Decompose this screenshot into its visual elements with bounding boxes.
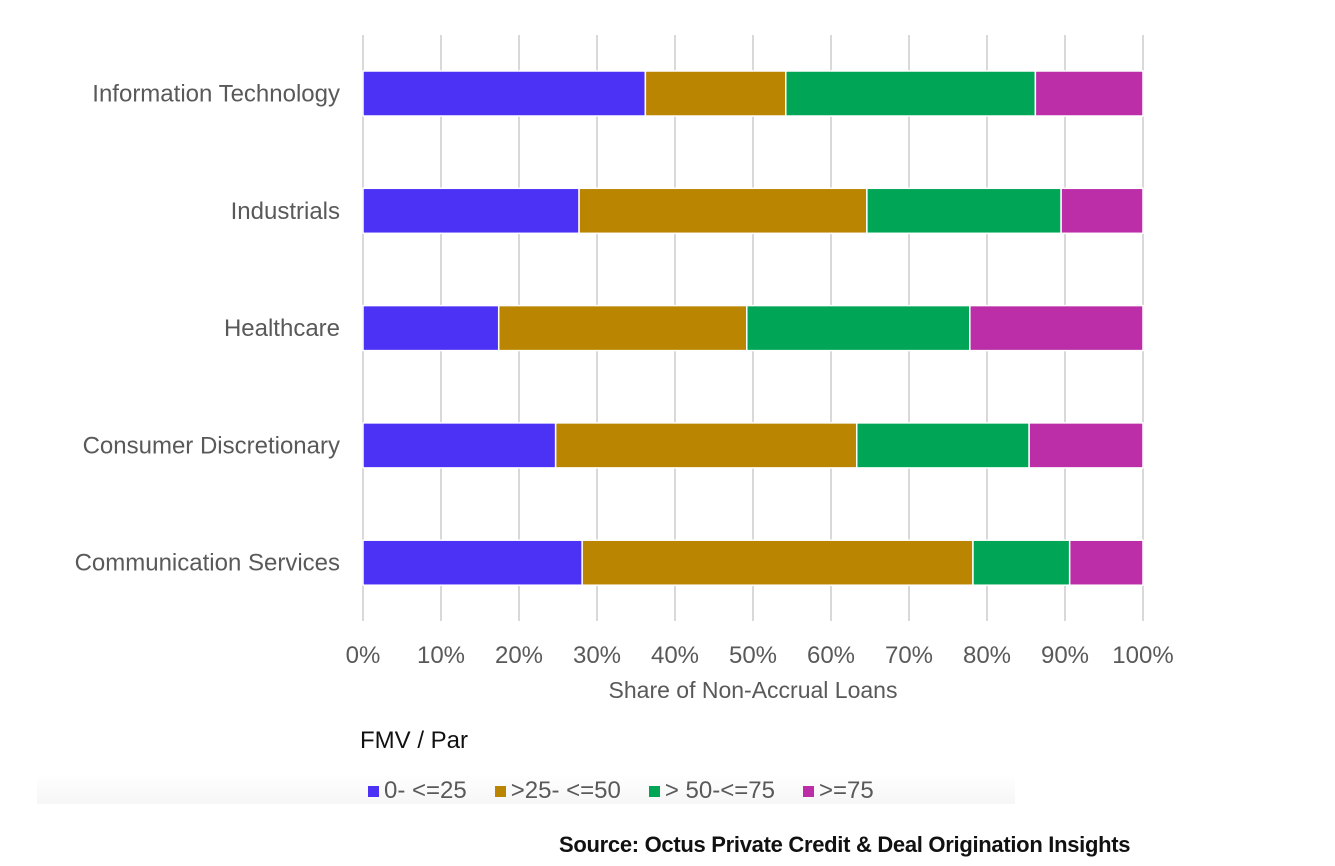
legend-title: FMV / Par <box>360 727 469 754</box>
bar-segment <box>497 304 748 352</box>
bar-segment <box>362 539 583 586</box>
x-tick-label: 80% <box>963 642 1011 669</box>
x-tick-label: 10% <box>417 642 465 669</box>
bar-segment <box>362 187 580 235</box>
legend-item: > 50-<=75 <box>648 777 775 805</box>
bar-segment <box>866 187 1062 235</box>
x-tick-label: 100% <box>1112 642 1173 669</box>
legend-item: >25- <=50 <box>494 777 621 805</box>
x-axis-title: Share of Non-Accrual Loans <box>609 677 898 703</box>
legend-item: 0- <=25 <box>368 777 467 805</box>
x-tick-label: 30% <box>573 642 621 669</box>
x-tick-labels: 0% 10% 20% 30% 40% 50% 60% 70% 80% 90% 100% <box>346 642 1174 669</box>
category-label: Information Technology <box>92 81 340 108</box>
legend: 0- <=25 >25- <=50 > 50-<=75 >=75 <box>368 777 902 805</box>
bar-segment <box>972 539 1071 586</box>
x-tick-label: 40% <box>651 642 699 669</box>
legend-swatch <box>494 785 506 797</box>
bar-segment <box>746 304 971 352</box>
category-label: Healthcare <box>224 315 340 342</box>
category-label: Industrials <box>231 198 340 225</box>
bar-segment <box>362 304 500 352</box>
x-tick-label: 0% <box>346 642 381 669</box>
category-labels: Information Technology Industrials Healthc… <box>75 81 340 577</box>
legend-label: > 50-<=75 <box>664 777 775 804</box>
source-note: Source: Octus Private Credit & Deal Orig… <box>559 832 1131 857</box>
x-tick-label: 70% <box>885 642 933 669</box>
bars <box>362 70 1144 586</box>
legend-label: >=75 <box>818 777 874 804</box>
legend-swatch <box>802 785 814 797</box>
bar-segment <box>581 539 974 586</box>
bar-segment <box>1068 539 1144 586</box>
bar-segment <box>578 187 868 235</box>
legend-swatch <box>648 785 660 797</box>
legend-swatch <box>368 785 379 797</box>
category-label: Communication Services <box>75 550 340 577</box>
x-tick-label: 90% <box>1041 642 1089 669</box>
bar-segment <box>969 304 1144 352</box>
legend-item: >=75 <box>802 777 874 805</box>
bar-segment <box>785 70 1037 117</box>
bar-segment <box>362 70 647 117</box>
bar-segment <box>362 422 557 469</box>
bar-segment <box>855 422 1030 469</box>
bar-segment <box>1060 187 1144 235</box>
x-tick-label: 60% <box>807 642 855 669</box>
bar-segment <box>1028 422 1144 469</box>
bar-segment <box>1034 70 1144 117</box>
legend-label: 0- <=25 <box>384 777 467 804</box>
category-label: Consumer Discretionary <box>83 432 340 459</box>
bar-segment <box>554 422 858 469</box>
legend-background <box>37 774 1015 804</box>
x-tick-label: 20% <box>495 642 543 669</box>
bar-segment <box>644 70 787 117</box>
x-tick-label: 50% <box>729 642 777 669</box>
legend-label: >25- <=50 <box>510 777 621 804</box>
